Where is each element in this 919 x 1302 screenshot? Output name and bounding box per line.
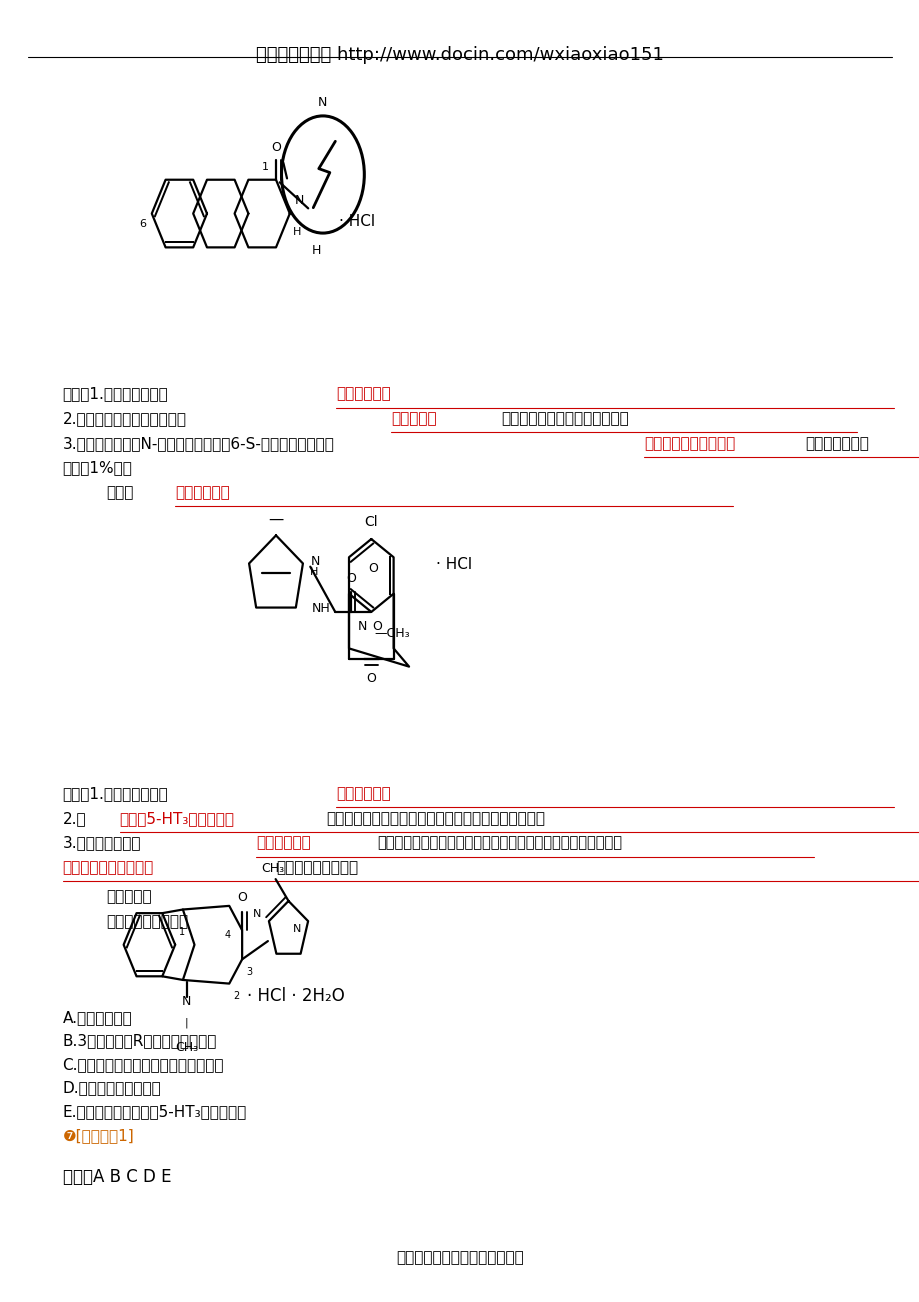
Text: A.结构含吲哚环: A.结构含吲哚环 — [62, 1010, 132, 1025]
Text: · HCl: · HCl — [436, 557, 471, 572]
Text: |: | — [185, 1018, 188, 1029]
Text: —: — — [268, 512, 283, 527]
Text: 更多资料请关注 http://www.docin.com/wxiaoxiao151: 更多资料请关注 http://www.docin.com/wxiaoxiao15… — [255, 46, 664, 64]
Text: 两种代谢产物活性降低: 两种代谢产物活性降低 — [643, 436, 734, 450]
Text: H: H — [311, 243, 321, 256]
Text: 有含氮双环。: 有含氮双环。 — [335, 786, 391, 801]
Text: · HCl: · HCl — [339, 214, 375, 229]
Text: 1: 1 — [178, 927, 185, 937]
Text: NH: NH — [312, 602, 330, 615]
Text: 会发生浑浊或结晶析出: 会发生浑浊或结晶析出 — [62, 861, 153, 875]
Text: 选择性5-HT₃受体拮抗剂: 选择性5-HT₃受体拮抗剂 — [119, 811, 234, 825]
Text: N: N — [253, 909, 261, 918]
Text: 盐酸阿扎司琼: 盐酸阿扎司琼 — [175, 486, 230, 500]
Text: · HCl · 2H₂O: · HCl · 2H₂O — [246, 987, 344, 1005]
Text: 考点：1.结构不含吲哚，: 考点：1.结构不含吲哚， — [62, 786, 168, 801]
Text: CH₃: CH₃ — [261, 862, 284, 875]
Text: 最佳选择题: 最佳选择题 — [106, 889, 152, 904]
Text: —CH₃: —CH₃ — [374, 626, 410, 639]
Text: 3: 3 — [245, 967, 252, 976]
Text: B.3位手性碳，R异构体的活性较大: B.3位手性碳，R异构体的活性较大 — [62, 1034, 217, 1048]
Text: 3.代谢：（代谢为N-去氧帕洛诺司琼和6-S-羟基帕洛诺司琼）: 3.代谢：（代谢为N-去氧帕洛诺司琼和6-S-羟基帕洛诺司琼） — [62, 436, 335, 450]
Text: D.抗多巴胺受体止吐药: D.抗多巴胺受体止吐药 — [62, 1081, 161, 1095]
Text: H: H — [292, 227, 301, 237]
Text: 考点：1.结构不含吲哚，: 考点：1.结构不含吲哚， — [62, 387, 168, 401]
Text: （活性为帕洛诺: （活性为帕洛诺 — [804, 436, 868, 450]
Text: O: O — [372, 620, 382, 633]
Text: 司琼的1%）。: 司琼的1%）。 — [62, 461, 132, 475]
Text: 、用量小、不良反应少等优点。: 、用量小、不良反应少等优点。 — [501, 411, 629, 426]
Text: ，对顺铂等抗癌药引起的恶心及呕吐有明显抑制作用。: ，对顺铂等抗癌药引起的恶心及呕吐有明显抑制作用。 — [326, 811, 545, 825]
Text: E.为强效、高选择性的5-HT₃受体拮抗剂: E.为强效、高选择性的5-HT₃受体拮抗剂 — [62, 1104, 246, 1118]
Text: CH₃: CH₃ — [175, 1042, 199, 1055]
Text: Cl: Cl — [364, 514, 378, 529]
Text: 4: 4 — [225, 931, 231, 940]
Text: 6: 6 — [139, 219, 146, 229]
Text: H: H — [310, 568, 318, 577]
Text: 有含氮双环。: 有含氮双环。 — [335, 387, 391, 401]
Text: （五）: （五） — [106, 486, 133, 500]
Text: N: N — [318, 96, 327, 109]
Text: 3.药物相互作用：: 3.药物相互作用： — [62, 836, 141, 850]
Text: N: N — [292, 923, 301, 934]
Text: O: O — [271, 141, 280, 154]
Text: O: O — [366, 672, 376, 685]
Text: 还需什么资料请直接给我留言。: 还需什么资料请直接给我留言。 — [396, 1250, 523, 1266]
Text: （甲氧氯普胺、氟尿嘧啶、吡喀他尼）或鬼臼乙叉苷注射液配伍: （甲氧氯普胺、氟尿嘧啶、吡喀他尼）或鬼臼乙叉苷注射液配伍 — [377, 836, 621, 850]
Text: ❼[答疑编号1]: ❼[答疑编号1] — [62, 1129, 134, 1143]
Text: 作用时间长: 作用时间长 — [391, 411, 437, 426]
Text: O: O — [346, 573, 356, 586]
Text: 与碱性注射液: 与碱性注射液 — [255, 836, 311, 850]
Text: 答案：A B C D E: 答案：A B C D E — [62, 1168, 171, 1186]
Text: 2: 2 — [233, 991, 239, 1001]
Text: 不符合昂丹司琼的是: 不符合昂丹司琼的是 — [106, 914, 187, 928]
Text: 2.作用特点：有止吐作用强、: 2.作用特点：有止吐作用强、 — [62, 411, 187, 426]
Text: N: N — [357, 620, 368, 633]
Text: N: N — [310, 555, 319, 568]
Text: C.无锥体外系的副作用，毒副作用极小: C.无锥体外系的副作用，毒副作用极小 — [62, 1057, 224, 1072]
Text: O: O — [368, 561, 378, 574]
Text: N: N — [294, 194, 303, 207]
Text: O: O — [237, 891, 247, 904]
Text: N: N — [182, 995, 191, 1008]
Text: 2.为: 2.为 — [62, 811, 86, 825]
Text: ，应避免配伍使用。: ，应避免配伍使用。 — [276, 861, 357, 875]
Text: 1: 1 — [261, 161, 268, 172]
